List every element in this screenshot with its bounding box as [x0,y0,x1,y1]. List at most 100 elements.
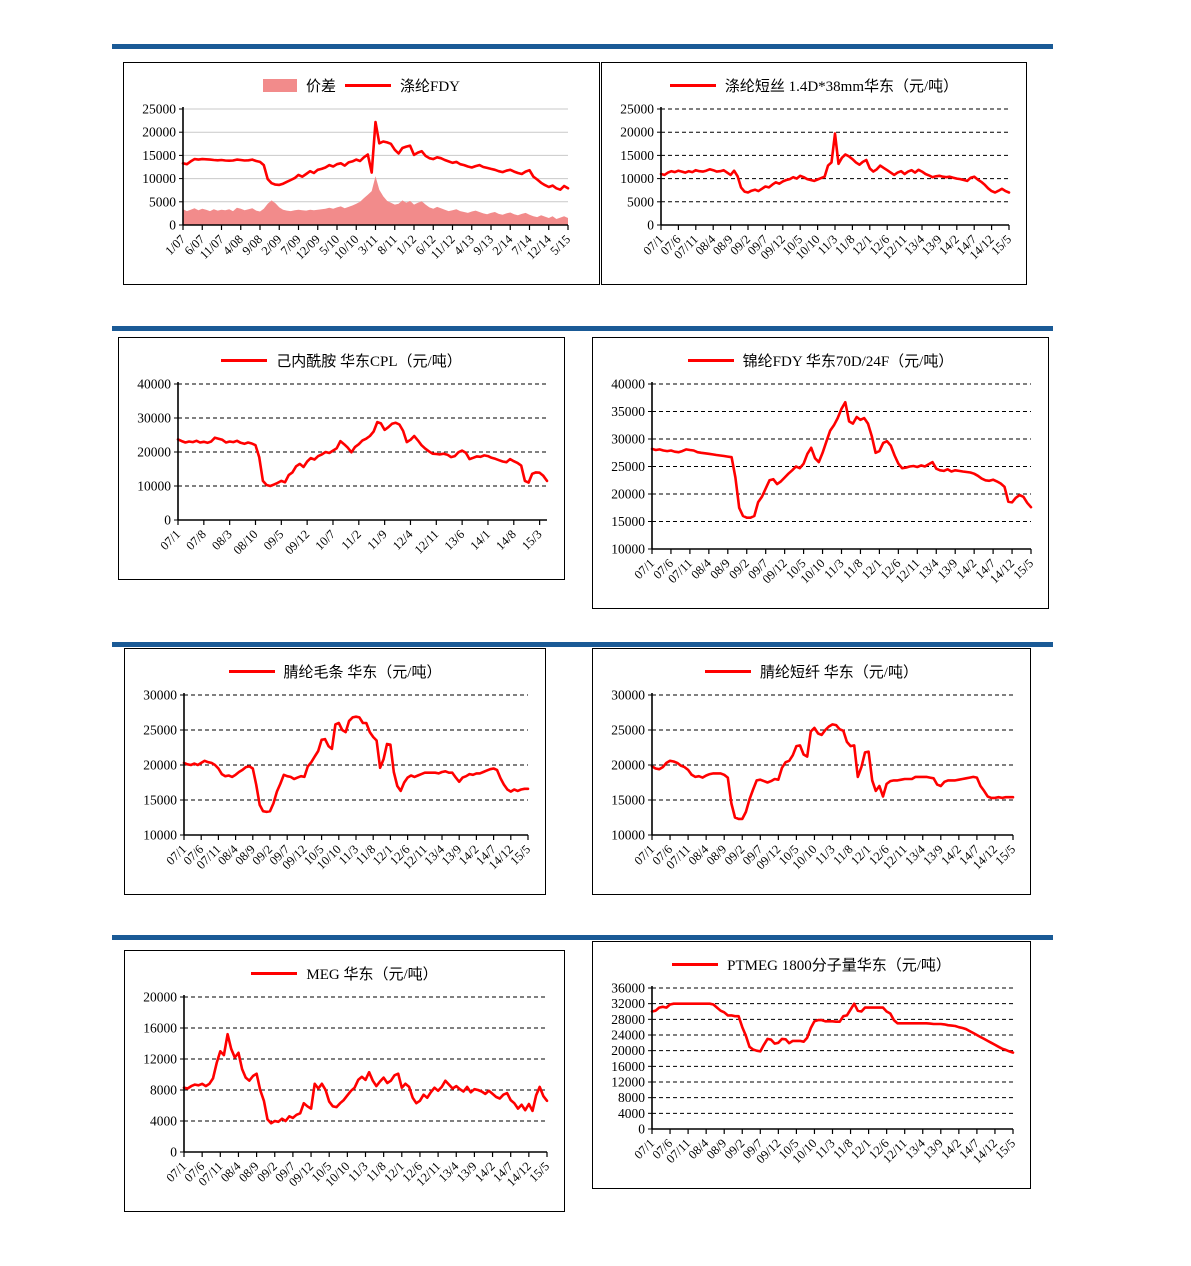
legend-line-swatch [705,669,752,673]
y-axis-tick-label: 20000 [142,125,176,140]
section-divider-1 [112,44,1053,49]
y-axis-tick-label: 10000 [611,542,645,557]
chart-plot-area: 10000 15000 20000 25000 30000 07/1 07/6 07/11 08… [126,687,544,893]
chart-svg-acrylic-tops: 100001500020000250003000007/107/607/1108… [143,688,533,873]
x-axis-tick-label: 15/5 [992,842,1018,868]
series-line-腈纶毛条 华东（元/吨） [182,715,530,814]
chart-legend: 涤纶短丝 1.4D*38mm华东（元/吨） [602,70,1026,100]
chart-plot-area: 0 5000 10000 15000 20000 25000 1/07 6/07 11/07 4/… [125,101,598,283]
legend-label: MEG 华东（元/吨） [306,966,438,983]
chart-svg-polyester-fdy-spread: 05000100001500020000250001/076/0711/074/… [142,102,573,263]
y-axis-tick-label: 8000 [150,1083,177,1098]
legend-label: 涤纶短丝 1.4D*38mm华东（元/吨） [724,78,959,95]
series-line-涤纶短丝 1.4D*38mm华东（元/吨） [659,132,1011,194]
y-axis-tick-label: 0 [638,1122,645,1137]
chart-legend: 锦纶FDY 华东70D/24F（元/吨） [593,345,1048,375]
y-axis-tick-label: 20000 [611,758,645,773]
chart-svg-meg: 04000800012000160002000007/107/607/1108/… [143,990,552,1190]
chart-legend: PTMEG 1800分子量华东（元/吨） [593,949,1030,979]
chart-svg-nylon-fdy: 1000015000200002500030000350004000007/10… [611,377,1036,587]
y-axis-tick-label: 10000 [137,479,171,494]
y-axis-tick-label: 20000 [143,758,177,773]
series-line-锦纶FDY 华东70D/24F（元/吨） [650,400,1033,519]
x-axis-tick-label: 13/6 [442,527,468,553]
y-axis-tick-label: 24000 [611,1028,645,1043]
legend-label: 腈纶毛条 华东（元/吨） [283,664,442,681]
chart-nylon-fdy: 锦纶FDY 华东70D/24F（元/吨） 10000 15000 20000 2500… [592,337,1049,609]
chart-polyester-fdy-spread: 价差 涤纶FDY 0 5000 10000 15000 20000 25000 1/07 6/0… [123,62,600,285]
x-axis-tick-label: 07/1 [157,527,183,553]
legend-label: 价差 [305,78,336,95]
section-divider-3 [112,642,1053,647]
series-line-己内酰胺 华东CPL（元/吨） [176,420,549,488]
y-axis-tick-label: 5000 [627,194,654,209]
legend-label: 己内酰胺 华东CPL（元/吨） [276,353,462,370]
y-axis-tick-label: 16000 [143,1021,177,1036]
y-axis-tick-label: 8000 [618,1090,645,1105]
x-axis-tick-label: 5/15 [547,232,573,258]
series-line-MEG 华东（元/吨） [182,1032,549,1125]
legend-label: 涤纶FDY [400,78,461,95]
y-axis-tick-label: 20000 [611,1043,645,1058]
x-axis-tick-label: 15/5 [992,1136,1018,1162]
chart-legend: 价差 涤纶FDY [124,70,599,100]
y-axis-tick-label: 5000 [149,194,176,209]
chart-plot-area: 0 10000 20000 30000 40000 07/1 07/8 08/3 08/10 09… [120,376,563,578]
chart-plot-area: 10000 15000 20000 25000 30000 07/1 07/6 07/11 08… [594,687,1029,893]
y-axis-tick-label: 25000 [143,723,177,738]
section-divider-4 [112,935,1053,940]
y-axis-tick-label: 30000 [143,688,177,703]
chart-plot-area: 10000 15000 20000 25000 30000 35000 40000 07/1 0… [594,376,1047,607]
legend-line-swatch [672,962,719,966]
chart-acrylic-staple: 腈纶短纤 华东（元/吨） 10000 15000 20000 25000 30000 07… [592,648,1031,895]
y-axis-tick-label: 15000 [143,793,177,808]
legend-line-swatch [669,83,716,87]
y-axis-tick-label: 10000 [611,828,645,843]
y-axis-tick-label: 25000 [611,459,645,474]
chart-ptmeg: PTMEG 1800分子量华东（元/吨） 0 4000 8000 12000 16000… [592,941,1031,1189]
chart-plot-area: 0 4000 8000 12000 16000 20000 07/1 07/6 07/11 08/… [126,989,563,1210]
y-axis-tick-label: 25000 [620,102,654,117]
y-axis-tick-label: 30000 [611,688,645,703]
x-axis-tick-label: 15/5 [1010,556,1036,582]
x-axis-tick-label: 15/5 [526,1159,552,1185]
chart-svg-ptmeg-1800: 0400080001200016000200002400028000320003… [611,981,1018,1167]
chart-polyester-staple: 涤纶短丝 1.4D*38mm华东（元/吨） 0 5000 10000 15000 200… [601,62,1027,285]
chart-legend: 腈纶毛条 华东（元/吨） [125,656,545,686]
x-axis-tick-label: 09/12 [282,527,312,557]
y-axis-tick-label: 16000 [611,1059,645,1074]
y-axis-tick-label: 15000 [620,148,654,163]
y-axis-tick-label: 25000 [142,102,176,117]
y-axis-tick-label: 25000 [611,723,645,738]
legend-line-swatch [345,83,391,87]
series-area-价差 [183,176,568,225]
x-axis-tick-label: 11/2 [339,527,364,552]
series-line-PTMEG 1800分子量华东（元/吨） [650,1002,1015,1054]
y-axis-tick-label: 15000 [611,793,645,808]
x-axis-tick-label: 10/7 [312,527,338,553]
x-axis-tick-label: 08/10 [231,527,261,557]
x-axis-tick-label: 15/3 [519,527,545,553]
y-axis-tick-label: 12000 [611,1075,645,1090]
y-axis-tick-label: 30000 [611,432,645,447]
chart-plot-area: 0 4000 8000 12000 16000 20000 24000 28000 32000 3… [594,980,1029,1187]
y-axis-tick-label: 35000 [611,404,645,419]
y-axis-tick-label: 4000 [150,1114,177,1129]
section-divider-2 [112,326,1053,331]
y-axis-tick-label: 15000 [611,514,645,529]
y-axis-tick-label: 40000 [611,377,645,392]
legend-line-swatch [228,669,275,673]
y-axis-tick-label: 0 [169,218,176,233]
chart-legend: 己内酰胺 华东CPL（元/吨） [119,345,564,375]
chart-acrylic-tops: 腈纶毛条 华东（元/吨） 10000 15000 20000 25000 30000 07… [124,648,546,895]
y-axis-tick-label: 0 [164,513,171,528]
chart-plot-area: 0 5000 10000 15000 20000 25000 07/1 07/6 07/11 08… [603,101,1025,283]
legend-line-swatch [687,358,734,362]
x-axis-tick-label: 14/8 [493,527,519,553]
y-axis-tick-label: 10000 [142,171,176,186]
y-axis-tick-label: 0 [170,1145,177,1160]
legend-line-swatch [221,358,268,362]
legend-line-swatch [251,971,298,975]
y-axis-tick-label: 28000 [611,1012,645,1027]
